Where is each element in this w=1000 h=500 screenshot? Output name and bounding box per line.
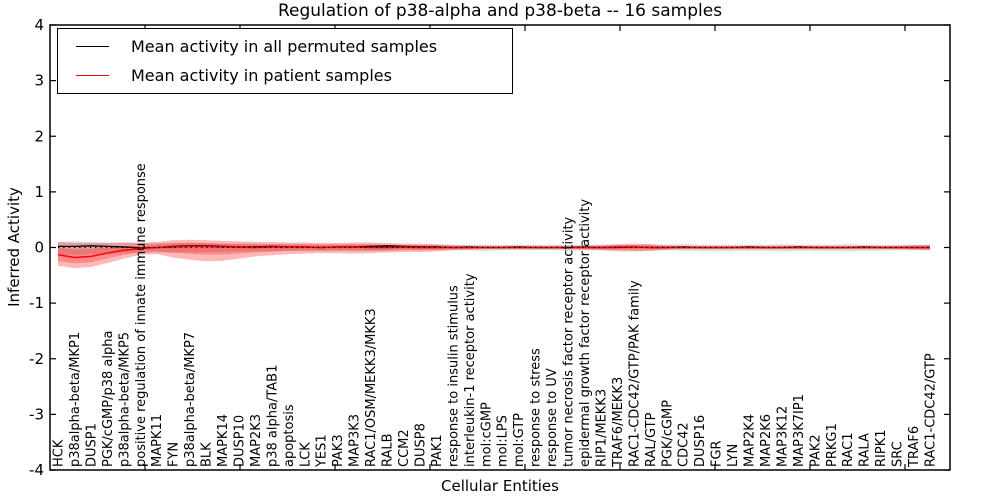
legend-row-patient: Mean activity in patient samples bbox=[76, 65, 512, 87]
x-category-label: mol:cGMP bbox=[479, 402, 494, 467]
x-category-label: tumor necrosis factor receptor activity bbox=[562, 216, 577, 467]
x-category-label: apoptosis bbox=[282, 404, 297, 467]
chart-title: Regulation of p38-alpha and p38-beta -- … bbox=[277, 1, 723, 21]
x-category-label: RIP1/MEKK3 bbox=[594, 389, 609, 467]
x-category-label: FYN bbox=[167, 442, 182, 467]
x-category-label: MAP2K6 bbox=[759, 414, 774, 467]
x-category-label: RALA bbox=[858, 433, 873, 467]
y-tick-label: -2 bbox=[29, 350, 44, 368]
x-category-label: mol:GTP bbox=[512, 413, 527, 467]
x-category-label: YES1 bbox=[315, 434, 330, 468]
x-category-label: PAK3 bbox=[331, 434, 346, 467]
x-category-label: MAP3K7IP1 bbox=[792, 394, 807, 467]
y-tick-label: 1 bbox=[34, 183, 44, 201]
x-category-label: response to UV bbox=[545, 368, 560, 467]
x-category-label: response to stress bbox=[529, 348, 544, 467]
x-category-label: SRC bbox=[891, 441, 906, 467]
x-category-label: CCM2 bbox=[397, 429, 412, 467]
x-category-label: TRAF6/MEKK3 bbox=[611, 377, 626, 468]
legend-label-patient: Mean activity in patient samples bbox=[131, 66, 392, 85]
x-category-label: RAC1/OSM/MEKK3/MKK3 bbox=[364, 308, 379, 467]
x-category-label: MAP2K3 bbox=[249, 414, 264, 467]
x-category-label: p38alpha-beta/MKP7 bbox=[183, 332, 198, 467]
x-category-label: BLK bbox=[200, 442, 215, 467]
y-tick-label: -4 bbox=[29, 461, 44, 479]
x-category-label: MAP2K4 bbox=[743, 414, 758, 467]
y-axis-title: Inferred Activity bbox=[5, 187, 23, 307]
x-category-label: MAPK14 bbox=[216, 414, 231, 467]
x-axis-title: Cellular Entities bbox=[441, 477, 559, 495]
x-category-label: MAPK11 bbox=[150, 414, 165, 467]
x-category-label: LYN bbox=[726, 444, 741, 467]
y-tick-label: 2 bbox=[34, 127, 44, 145]
x-category-label: p38alpha-beta/MKP5 bbox=[117, 332, 132, 467]
x-category-label: HCK bbox=[52, 439, 67, 467]
x-category-label: TRAF6 bbox=[907, 426, 922, 468]
x-category-label: PAK1 bbox=[430, 434, 445, 467]
x-category-label: response to insulin stimulus bbox=[446, 285, 461, 467]
permuted-line-swatch bbox=[76, 46, 109, 47]
x-category-label: MAP3K3 bbox=[348, 414, 363, 467]
x-category-label: epidermal growth factor receptor activit… bbox=[578, 199, 593, 467]
x-category-label: mol:LPS bbox=[496, 415, 511, 467]
x-category-label: FGR bbox=[710, 440, 725, 467]
y-tick-label: -3 bbox=[29, 405, 44, 423]
y-tick-label: -1 bbox=[29, 294, 44, 312]
x-category-label: PGK/cGMP/p38 alpha bbox=[101, 331, 116, 467]
y-tick-label: 0 bbox=[34, 239, 44, 257]
x-category-label: CDC42 bbox=[677, 422, 692, 467]
y-tick-label: 4 bbox=[34, 16, 44, 34]
x-category-label: PAK2 bbox=[808, 434, 823, 467]
x-category-label: p38 alpha/TAB1 bbox=[265, 365, 280, 467]
x-category-label: DUSP8 bbox=[413, 423, 428, 467]
legend-row-permuted: Mean activity in all permuted samples bbox=[76, 36, 512, 58]
x-category-label: DUSP1 bbox=[84, 423, 99, 467]
x-category-label: p38alpha-beta/MKP1 bbox=[68, 332, 83, 467]
x-category-label: interleukin-1 receptor activity bbox=[463, 273, 478, 467]
x-category-label: RIPK1 bbox=[874, 429, 889, 467]
x-category-label: PGK/cGMP bbox=[660, 400, 675, 467]
x-category-label: RAC1-CDC42/GTP/PAK family bbox=[627, 280, 642, 467]
x-category-label: DUSP16 bbox=[693, 415, 708, 467]
x-category-label: DUSP10 bbox=[232, 415, 247, 467]
y-tick-label: 3 bbox=[34, 72, 44, 90]
x-category-label: positive regulation of innate immune res… bbox=[134, 163, 149, 467]
legend: Mean activity in all permuted samples Me… bbox=[57, 28, 513, 94]
x-category-label: RAL/GTP bbox=[644, 412, 659, 467]
patient-line-swatch bbox=[76, 75, 109, 76]
legend-label-permuted: Mean activity in all permuted samples bbox=[131, 37, 438, 56]
x-category-label: PRKG1 bbox=[825, 423, 840, 467]
x-category-label: MAP3K12 bbox=[775, 406, 790, 467]
x-category-label: RAC1 bbox=[841, 432, 856, 467]
x-category-label: RALB bbox=[381, 433, 396, 467]
x-category-label: RAC1-CDC42/GTP bbox=[924, 353, 939, 467]
x-category-label: LCK bbox=[298, 442, 313, 467]
